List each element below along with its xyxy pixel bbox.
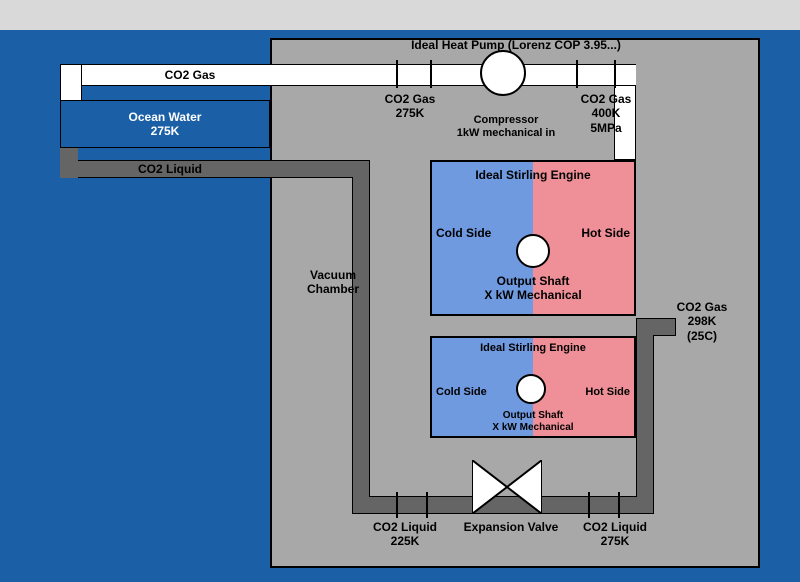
stirling1-cold: Cold Side [436, 226, 526, 240]
stirling1-output: Output Shaft X kW Mechanical [450, 274, 616, 303]
co2-liq-bl-label: CO2 Liquid 225K [360, 520, 450, 549]
co2-gas-top-label: CO2 Gas [150, 68, 230, 82]
co2-gas-left-label: CO2 Gas 275K [370, 92, 450, 121]
stirling2-cold: Cold Side [436, 386, 526, 399]
co2-gas-pipe-h [60, 64, 500, 86]
co2-liquid-left-label: CO2 Liquid [120, 162, 220, 176]
compressor-label: Compressor 1kW mechanical in [446, 114, 566, 140]
pipe-tick [618, 492, 620, 518]
co2-gas-right-label: CO2 Gas 400K 5MPa [566, 92, 646, 135]
ocean-water-label: Ocean Water 275K [90, 110, 240, 139]
co2-gas-side-label: CO2 Gas 298K (25C) [662, 300, 742, 343]
pipe-tick [396, 492, 398, 518]
pipe-tick [426, 492, 428, 518]
pipe-tick [588, 492, 590, 518]
vacuum-label: Vacuum Chamber [288, 268, 378, 297]
stirling1-hot: Hot Side [556, 226, 630, 240]
stirling2-output: Output Shaft X kW Mechanical [458, 410, 608, 434]
exp-valve-label: Expansion Valve [456, 520, 566, 534]
stirling2-hot: Hot Side [556, 386, 630, 399]
compressor-icon [480, 50, 526, 96]
expansion-valve-icon [472, 460, 542, 514]
co2-liq-br-label: CO2 Liquid 275K [570, 520, 660, 549]
diagram-root: Ideal Heat Pump (Lorenz COP 3.95...) CO2 … [0, 0, 800, 582]
stirling1-title: Ideal Stirling Engine [430, 168, 636, 182]
stirling2-title: Ideal Stirling Engine [430, 342, 636, 355]
pipe-tick [576, 60, 578, 88]
title-label: Ideal Heat Pump (Lorenz COP 3.95...) [376, 38, 656, 52]
pipe-tick [396, 60, 398, 88]
pipe-tick [614, 60, 616, 88]
pipe-tick [430, 60, 432, 88]
